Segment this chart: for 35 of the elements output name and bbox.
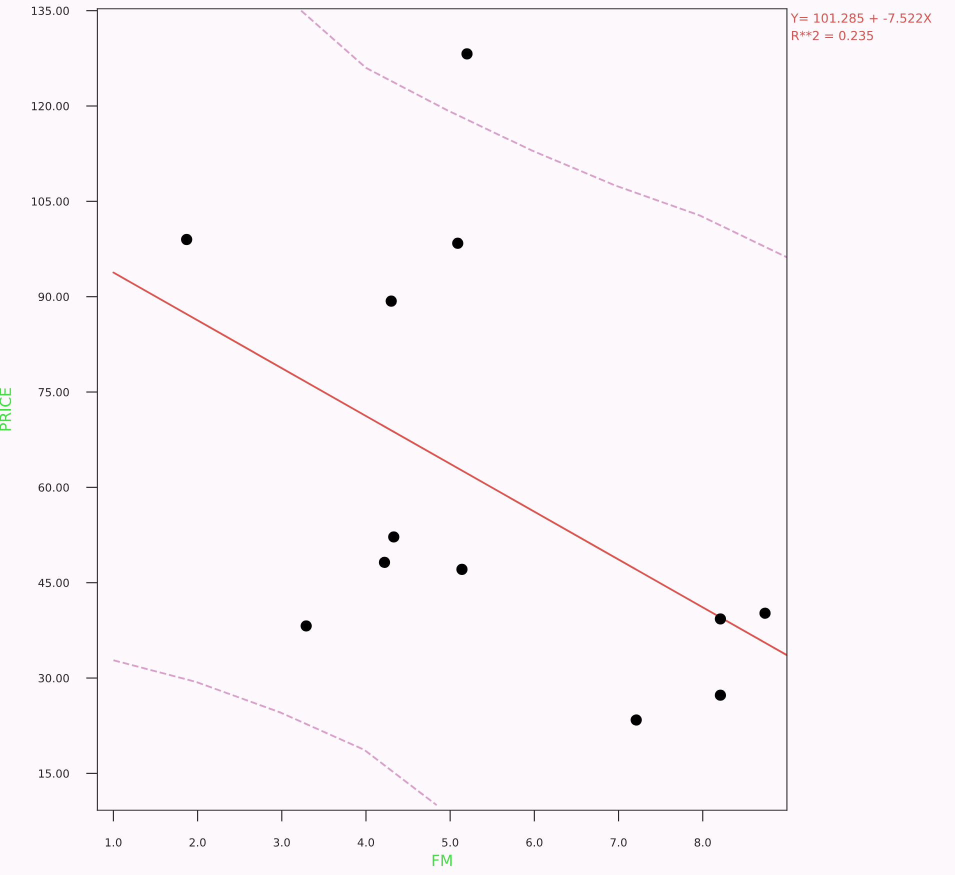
y-tick-label: 45.00 <box>38 578 69 588</box>
point <box>378 556 390 568</box>
text: R**2 = 0.235 <box>792 30 873 40</box>
line-series <box>300 10 787 258</box>
y-tick-label: 135.00 <box>32 6 69 16</box>
text: Y= 101.285 + -7.522X <box>790 13 932 23</box>
point <box>759 608 771 619</box>
point <box>714 690 726 701</box>
y-tick-label: 15.00 <box>39 769 69 778</box>
line-series <box>112 659 438 806</box>
point <box>388 531 400 543</box>
x-axis-title: FM <box>432 854 452 866</box>
point <box>630 714 642 726</box>
y-tick-label: 30.00 <box>38 674 69 682</box>
x-tick-label: 7.0 <box>610 838 627 847</box>
y-tick-label: 120.00 <box>32 102 69 110</box>
point <box>386 296 397 307</box>
x-tick-label: 1.0 <box>106 838 122 847</box>
x-tick-label: 4.0 <box>358 838 374 847</box>
y-tick-label: 60.00 <box>38 483 69 492</box>
point <box>181 234 192 246</box>
x-tick-label: 6.0 <box>526 838 542 847</box>
point <box>452 238 464 249</box>
y-tick-label: 105.00 <box>32 197 69 206</box>
point <box>456 564 468 575</box>
x-tick-label: 8.0 <box>694 838 711 847</box>
point <box>714 613 726 625</box>
x-tick-label: 3.0 <box>274 838 290 847</box>
point <box>461 48 473 60</box>
x-tick-label: 2.0 <box>190 838 206 847</box>
point <box>300 620 312 632</box>
y-tick-label: 75.00 <box>38 388 69 396</box>
y-axis-title: PRICE <box>0 388 12 430</box>
x-tick-label: 5.0 <box>442 838 458 847</box>
y-tick-label: 90.00 <box>38 292 69 302</box>
